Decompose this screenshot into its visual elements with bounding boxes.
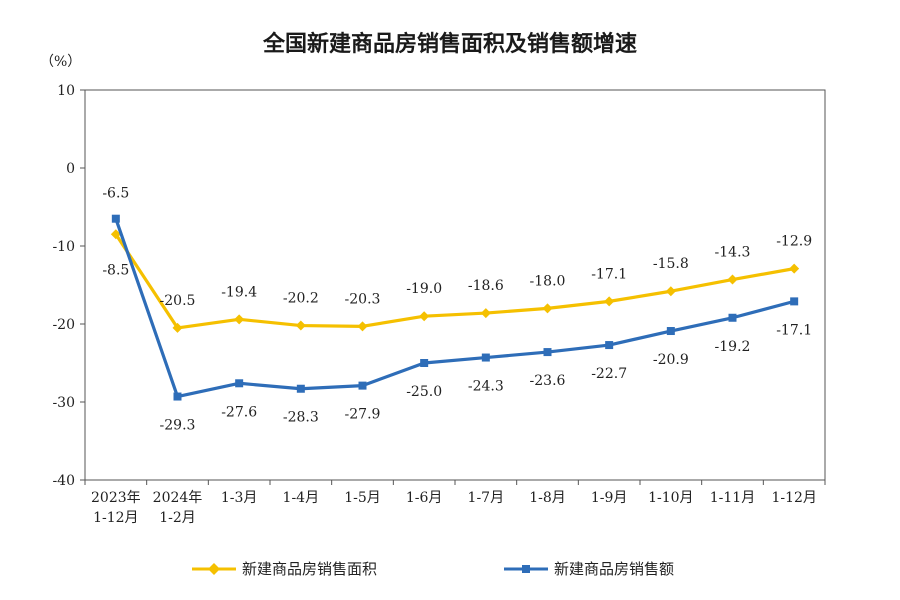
y-tick-label: 0 — [66, 161, 75, 177]
data-point-diamond — [542, 303, 553, 314]
data-point-square — [358, 381, 367, 390]
x-tick-label: 2024年 1-2月 — [153, 490, 203, 526]
x-tick-label: 1-10月 — [648, 490, 693, 506]
data-point-diamond — [665, 286, 676, 297]
data-label: -14.3 — [715, 245, 751, 261]
data-label: -27.9 — [345, 407, 381, 423]
y-tick-label: -30 — [52, 395, 75, 411]
legend-square-icon — [504, 564, 548, 573]
data-point-diamond — [357, 321, 368, 332]
x-tick-label: 1-11月 — [710, 490, 755, 506]
data-point-square — [728, 313, 737, 322]
legend-diamond-icon — [192, 562, 236, 575]
x-tick-label: 2023年 1-12月 — [91, 490, 141, 526]
x-tick-label: 1-8月 — [529, 490, 566, 506]
data-point-diamond — [604, 296, 615, 307]
data-point-diamond — [172, 322, 183, 333]
data-label: -17.1 — [776, 322, 812, 338]
data-point-square — [481, 353, 490, 362]
data-label: -20.5 — [160, 293, 196, 309]
legend-item-sales-area: 新建商品房销售面积 — [192, 558, 377, 579]
data-label: -6.5 — [102, 186, 129, 202]
data-label: -29.3 — [160, 418, 196, 434]
chart-title: 全国新建商品房销售面积及销售额增速 — [262, 32, 637, 57]
data-point-diamond — [727, 274, 738, 285]
data-point-square — [543, 348, 552, 357]
plot-area — [84, 89, 826, 481]
data-label: -18.0 — [530, 273, 566, 289]
data-point-diamond — [295, 320, 306, 331]
x-tick-label: 1-3月 — [221, 490, 258, 506]
data-point-square — [790, 297, 799, 306]
x-tick-label: 1-6月 — [406, 490, 443, 506]
y-tick-label: -10 — [52, 239, 75, 255]
legend-item-sales-amount: 新建商品房销售额 — [504, 558, 674, 579]
y-axis-unit: （%） — [40, 54, 81, 70]
data-point-square — [235, 379, 244, 388]
data-point-square — [173, 392, 182, 401]
data-label: -25.0 — [406, 384, 442, 400]
x-tick-label: 1-7月 — [468, 490, 505, 506]
data-point-diamond — [234, 314, 245, 325]
data-label: -19.4 — [221, 284, 257, 300]
data-label: -23.6 — [530, 373, 566, 389]
data-label: -12.9 — [776, 234, 812, 250]
y-tick-label: 10 — [57, 83, 75, 99]
data-label: -8.5 — [102, 262, 129, 278]
data-label: -24.3 — [468, 379, 504, 395]
series-line-0 — [114, 233, 795, 330]
x-tick-label: 1-12月 — [771, 490, 816, 506]
data-point-square — [605, 341, 614, 350]
data-point-diamond — [789, 263, 800, 274]
data-point-square — [420, 359, 429, 367]
x-tick-label: 1-5月 — [344, 490, 381, 506]
data-point-square — [296, 384, 305, 393]
data-label: -27.6 — [221, 404, 257, 420]
data-label: -15.8 — [653, 256, 689, 272]
data-label: -19.0 — [406, 281, 442, 297]
y-tick-label: -20 — [52, 317, 75, 333]
data-point-square — [111, 214, 120, 223]
data-label: -17.1 — [591, 266, 627, 282]
legend-label: 新建商品房销售额 — [554, 560, 675, 578]
data-point-diamond — [419, 311, 430, 322]
y-tick-label: -40 — [52, 473, 75, 489]
data-point-square — [666, 327, 675, 336]
data-label: -22.7 — [591, 366, 627, 382]
x-tick-label: 1-9月 — [591, 490, 628, 506]
data-label: -19.2 — [715, 339, 751, 355]
data-label: -28.3 — [283, 410, 319, 426]
data-label: -18.6 — [468, 278, 504, 294]
data-point-diamond — [480, 308, 491, 319]
x-tick-label: 1-4月 — [283, 490, 320, 506]
data-point-diamond — [110, 229, 121, 240]
series-line-1 — [114, 218, 795, 399]
data-label: -20.9 — [653, 352, 689, 368]
legend-label: 新建商品房销售面积 — [242, 560, 378, 578]
data-label: -20.2 — [283, 291, 319, 307]
data-label: -20.3 — [345, 291, 381, 307]
